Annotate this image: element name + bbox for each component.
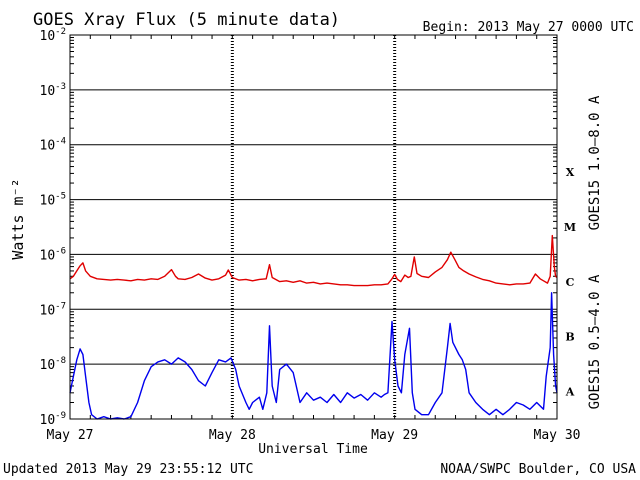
begin-time: Begin: 2013 May 27 0000 UTC xyxy=(423,20,634,35)
flare-class-a: A xyxy=(565,386,575,399)
y-tick-label: 10-4 xyxy=(40,137,67,154)
y-tick-labels: 10-2 10-3 10-4 10-5 10-6 10-7 10-8 10-9 xyxy=(40,27,67,428)
credit-line: NOAA/SWPC Boulder, CO USA xyxy=(440,462,636,477)
legend-short-channel: GOES15 0.5–4.0 A xyxy=(587,274,603,409)
series-line-long-channel xyxy=(69,234,558,287)
flare-class-x: X xyxy=(566,166,575,179)
y-tick-label: 10-7 xyxy=(40,301,67,318)
y-tick-label: 10-8 xyxy=(40,356,67,373)
x-axis-label: Universal Time xyxy=(258,442,368,457)
y-tick-label: 10-9 xyxy=(40,411,67,428)
series-layer xyxy=(69,234,558,420)
chart-title: GOES Xray Flux (5 minute data) xyxy=(33,10,340,30)
x-tick-label: May 27 xyxy=(47,428,94,443)
flare-class-labels: X M C B A xyxy=(564,166,576,398)
flare-class-b: B xyxy=(565,331,574,344)
y-tick-label: 10-2 xyxy=(40,27,67,44)
y-tick-label: 10-6 xyxy=(40,246,67,263)
x-tick-labels: May 27 May 28 May 29 May 30 xyxy=(47,428,581,443)
x-tick-label: May 29 xyxy=(371,428,418,443)
plot-grid xyxy=(69,35,558,419)
y-tick-label: 10-3 xyxy=(40,82,67,99)
updated-timestamp: Updated 2013 May 29 23:55:12 UTC xyxy=(3,462,253,477)
legend-long-channel: GOES15 1.0–8.0 A xyxy=(587,95,603,230)
flare-class-c: C xyxy=(566,276,575,289)
flare-class-m: M xyxy=(564,221,576,234)
plot-frame xyxy=(69,34,558,420)
x-tick-label: May 30 xyxy=(534,428,581,443)
y-axis-label: Watts m⁻² xyxy=(9,178,27,259)
series-line-short-channel xyxy=(69,292,558,420)
x-tick-label: May 28 xyxy=(209,428,256,443)
y-tick-label: 10-5 xyxy=(40,192,67,209)
